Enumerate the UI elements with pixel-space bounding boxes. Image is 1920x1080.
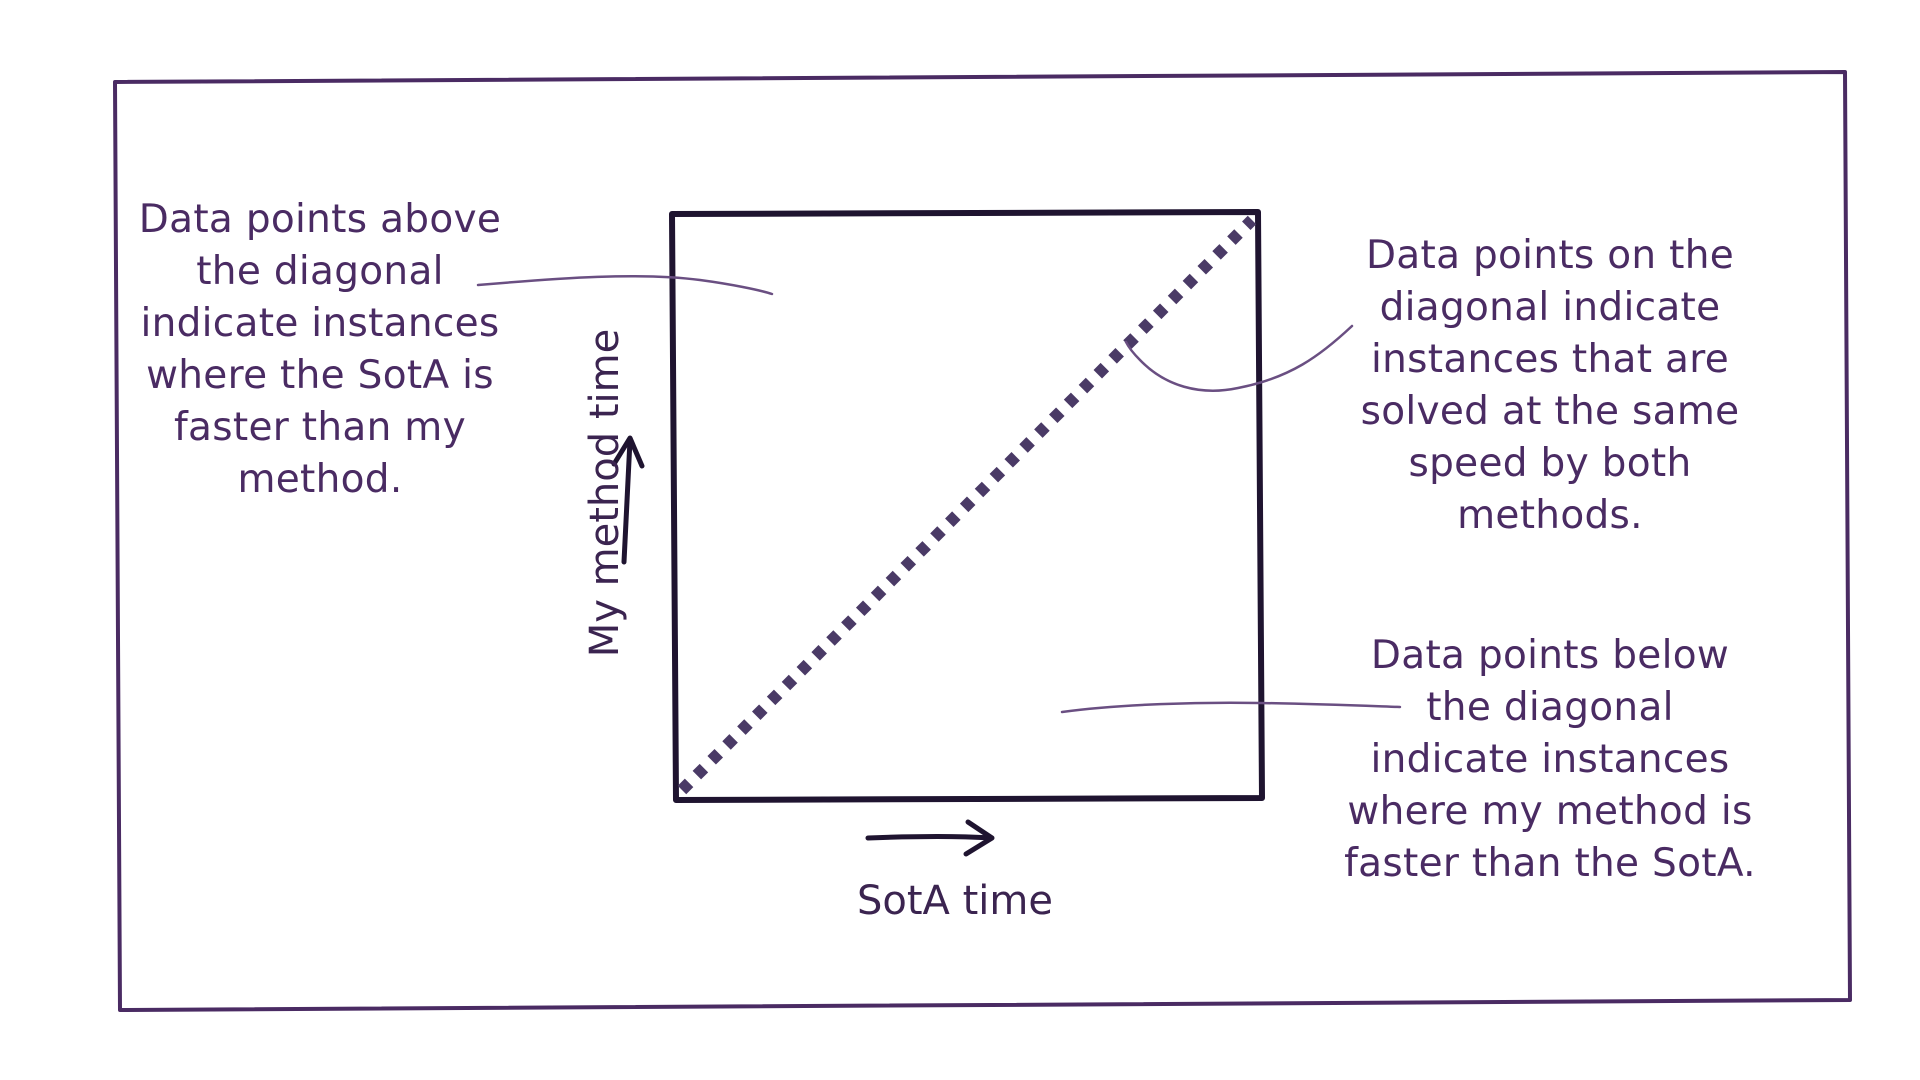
y-axis-label: My method time <box>582 328 628 658</box>
outer-frame <box>113 70 1852 1012</box>
annotation-line: faster than my <box>174 405 466 450</box>
annotation-line: Data points on the <box>1365 233 1735 278</box>
leader-above <box>476 274 774 296</box>
annotation-line: diagonal indicate <box>1379 285 1721 330</box>
annotation-line: indicate instances <box>140 301 500 346</box>
annotation-line: method. <box>237 457 403 502</box>
annotation-line: methods. <box>1457 493 1643 538</box>
annotation-line: Data points above <box>138 197 502 242</box>
plot-box <box>669 209 1265 803</box>
annotation-line: where the SotA is <box>146 353 494 398</box>
annotation-line: speed by both <box>1408 441 1692 486</box>
annotation-line: faster than the SotA. <box>1344 841 1756 886</box>
annotation-line: solved at the same <box>1360 389 1740 434</box>
annotation-line: the diagonal <box>196 249 444 294</box>
annotation-below-diagonal: Data points below the diagonal indicate … <box>1340 630 1760 890</box>
annotation-on-diagonal: Data points on the diagonal indicate ins… <box>1350 230 1750 542</box>
up-arrow-icon <box>611 435 645 565</box>
x-axis-label: SotA time <box>857 878 1053 924</box>
diagonal-line <box>677 215 1257 795</box>
annotation-line: indicate instances <box>1370 737 1730 782</box>
annotation-line: the diagonal <box>1426 685 1674 730</box>
right-arrow-icon <box>865 819 995 857</box>
annotation-line: Data points below <box>1370 633 1730 678</box>
leader-below <box>1060 701 1402 714</box>
leader-on <box>1124 324 1354 392</box>
annotation-above-diagonal: Data points above the diagonal indicate … <box>120 194 520 506</box>
annotation-line: instances that are <box>1371 337 1729 382</box>
annotation-line: where my method is <box>1347 789 1753 834</box>
